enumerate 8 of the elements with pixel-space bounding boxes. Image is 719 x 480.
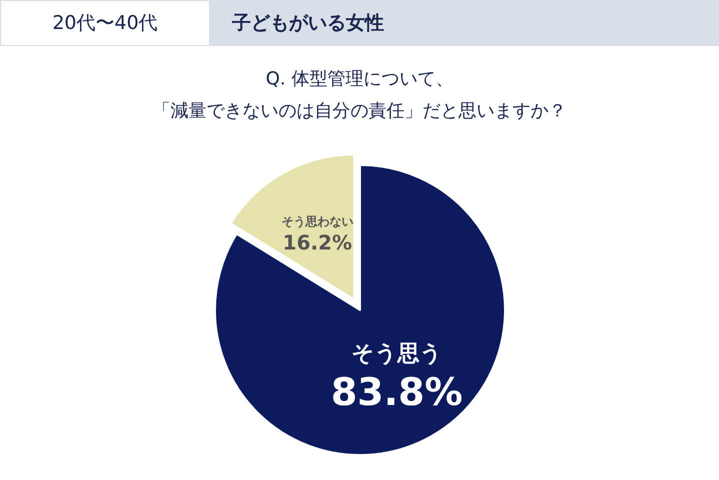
slice-label: そう思う bbox=[351, 341, 442, 366]
data-label: 83.8% bbox=[330, 370, 463, 414]
text: 子どもがいる女性 bbox=[231, 12, 384, 34]
text: 20代〜40代 bbox=[52, 12, 158, 34]
data-label: 16.2% bbox=[282, 230, 352, 255]
chart-subtitle: 「減量できないのは自分の責任」だと思いますか？ bbox=[152, 100, 566, 122]
slice-label: そう思わない bbox=[281, 214, 354, 229]
chart-title: Q. 体型管理について、 bbox=[266, 68, 454, 90]
